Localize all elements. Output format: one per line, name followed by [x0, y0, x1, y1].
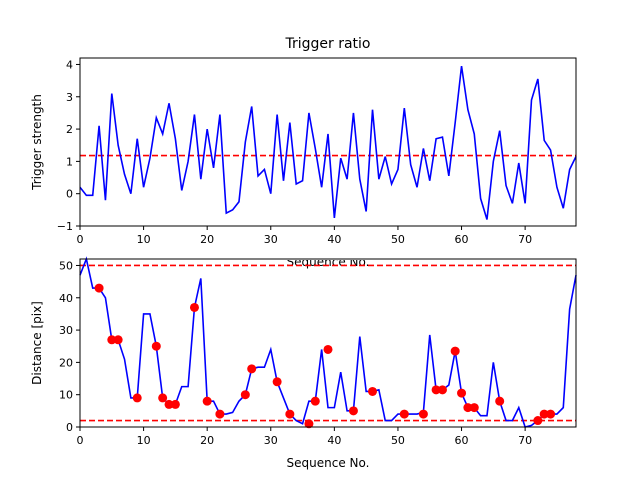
- detection-marker: [463, 403, 473, 413]
- detection-marker: [247, 364, 257, 374]
- detection-marker: [310, 396, 320, 406]
- top-y-axis-label: Trigger strength: [30, 94, 44, 191]
- detection-marker: [285, 409, 295, 419]
- detection-marker: [272, 377, 282, 387]
- bottom-y-axis-label: Distance [pix]: [30, 301, 44, 385]
- chart-title: Trigger ratio: [284, 36, 370, 52]
- bottom-plot-frame: [79, 258, 577, 428]
- x-tick-label: 0: [77, 233, 84, 246]
- x-tick-label: 10: [137, 434, 151, 447]
- y-tick-label: 4: [66, 58, 73, 71]
- y-tick-label: 2: [66, 123, 73, 136]
- x-tick-label: 70: [518, 233, 532, 246]
- x-tick-label: 50: [391, 233, 405, 246]
- detection-marker: [450, 346, 460, 356]
- y-tick-label: 1: [66, 155, 73, 168]
- detection-marker: [348, 406, 358, 416]
- detection-marker: [164, 399, 174, 409]
- detection-marker: [399, 409, 409, 419]
- top-plot: 0 10 20 30 40 50 60 70 −1 0 1 2 3 4: [57, 57, 577, 246]
- y-tick-label: 10: [59, 389, 73, 402]
- detection-marker: [469, 403, 479, 413]
- detection-marker: [240, 390, 250, 400]
- detection-marker: [304, 419, 314, 429]
- detection-marker: [539, 409, 549, 419]
- detection-marker: [132, 393, 142, 403]
- detection-marker: [94, 283, 104, 293]
- x-tick-label: 30: [264, 434, 278, 447]
- trigger-strength-series-line: [79, 65, 577, 220]
- x-tick-label: 50: [391, 434, 405, 447]
- bottom-x-axis-label: Sequence No.: [287, 456, 370, 470]
- detection-marker: [113, 335, 123, 345]
- y-tick-label: 40: [59, 292, 73, 305]
- bottom-plot-overlap-mask: [0, 250, 640, 260]
- x-tick-label: 60: [455, 434, 469, 447]
- detection-marker: [215, 409, 225, 419]
- x-tick-label: 20: [200, 233, 214, 246]
- x-tick-label: 70: [518, 434, 532, 447]
- x-tick-label: 60: [455, 233, 469, 246]
- detection-marker: [533, 416, 543, 426]
- detection-marker: [158, 393, 168, 403]
- detection-marker: [368, 386, 378, 396]
- x-tick-label: 0: [77, 434, 84, 447]
- x-tick-label: 40: [327, 233, 341, 246]
- x-tick-label: 30: [264, 233, 278, 246]
- y-tick-label: 0: [66, 421, 73, 434]
- y-tick-label: 0: [66, 188, 73, 201]
- detection-marker: [170, 399, 180, 409]
- detection-marker: [437, 385, 447, 395]
- y-tick-label: 20: [59, 356, 73, 369]
- y-tick-label: −1: [57, 220, 73, 233]
- detection-marker: [107, 335, 117, 345]
- detection-marker: [431, 385, 441, 395]
- y-tick-label: 3: [66, 91, 73, 104]
- y-tick-label: 50: [59, 259, 73, 272]
- top-plot-frame: [79, 57, 577, 227]
- y-tick-label: 30: [59, 324, 73, 337]
- detection-marker: [418, 409, 428, 419]
- detection-marker: [546, 409, 556, 419]
- detection-marker: [457, 388, 467, 398]
- detection-marker: [202, 396, 212, 406]
- x-tick-label: 20: [200, 434, 214, 447]
- detection-marker: [495, 396, 505, 406]
- x-tick-label: 10: [137, 233, 151, 246]
- bottom-plot: 0 10 20 30 40 50 60 70 0 10 20 30 40 50: [0, 250, 640, 447]
- detection-marker: [189, 302, 199, 312]
- detection-marker: [323, 344, 333, 354]
- x-tick-label: 40: [327, 434, 341, 447]
- detection-marker: [151, 341, 161, 351]
